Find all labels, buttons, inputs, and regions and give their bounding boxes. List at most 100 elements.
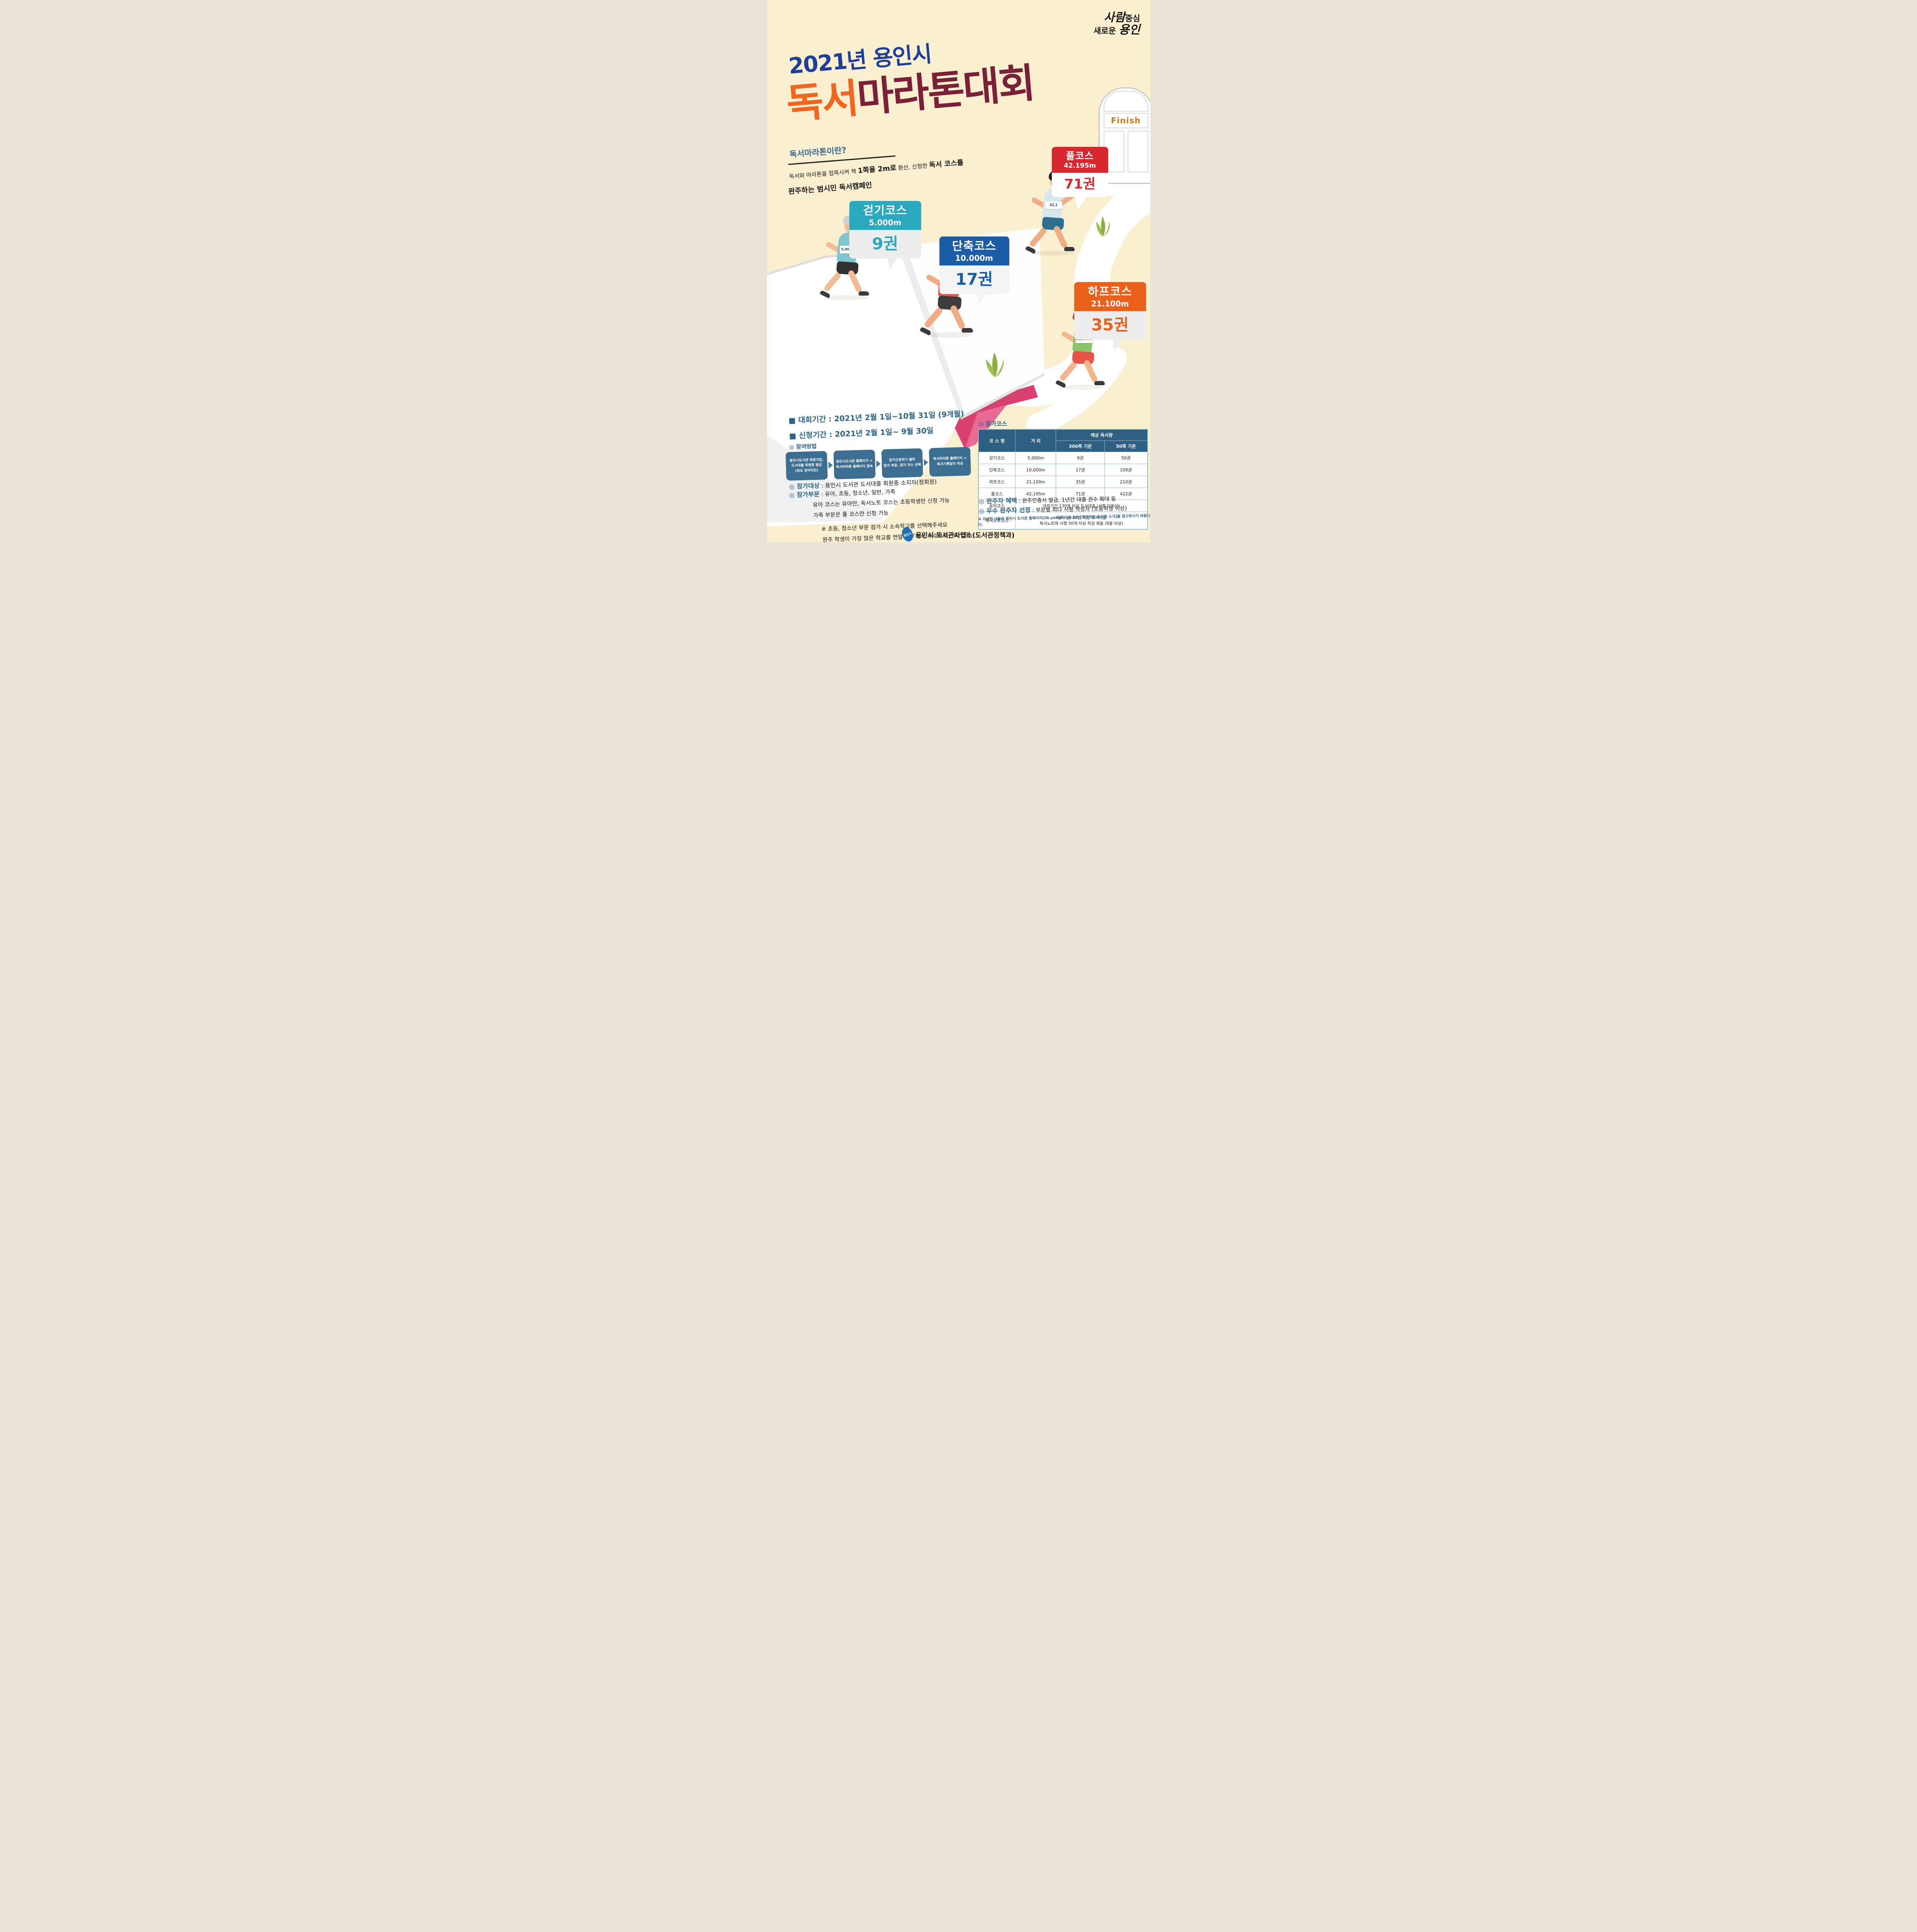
badge-distance: 10.000m bbox=[955, 253, 993, 263]
table-cell: 하프코스 bbox=[978, 476, 1016, 488]
runner-back-leg bbox=[1058, 361, 1078, 382]
best-label: ◎ 우수 완주자 선정 bbox=[978, 506, 1031, 515]
table-cell: 풀코스 bbox=[978, 488, 1016, 500]
note-course-line-2: 독서노트에 서평 50개 이상 작성 제출 (8줄 이상) bbox=[1039, 521, 1123, 526]
runner-back-leg bbox=[923, 306, 944, 329]
finish-label: Finish bbox=[1103, 113, 1148, 128]
course-table-heading: ◎ 참가코스 bbox=[978, 420, 1007, 427]
slogan-brush-yongin: 용인 bbox=[1119, 23, 1140, 37]
badge-header: 풀코스 42.195m bbox=[1051, 147, 1108, 173]
runner-shorts bbox=[1041, 217, 1064, 231]
badge-course-name: 단축코스 bbox=[952, 240, 997, 253]
step-1-line-3: (최초 참여자만) bbox=[795, 468, 818, 473]
badge-course-name: 풀코스 bbox=[1066, 150, 1094, 162]
step-4-line-2: 독서기록일지 작성 bbox=[937, 462, 963, 467]
runner-shadow bbox=[1060, 385, 1104, 390]
table-cell: 210권 bbox=[1104, 476, 1148, 488]
runner-shorts bbox=[937, 295, 962, 311]
table-cell: 9권 bbox=[1056, 452, 1105, 464]
step-4: 독서마라톤 홈페이지 > 독서기록일지 작성 bbox=[929, 447, 971, 477]
table-row: 하프코스 21,100m 35권 210권 bbox=[978, 476, 1148, 488]
badge-books-value: 17권 bbox=[955, 270, 993, 289]
note-course-line-1: 대회기간 80권 이상 도서대출 bbox=[1056, 515, 1107, 520]
bubble-tail bbox=[1112, 339, 1122, 351]
runner-bib: 42,1 bbox=[1045, 201, 1062, 209]
badge-book-count: 71권 bbox=[1051, 173, 1108, 210]
table-cell: 17권 bbox=[1056, 464, 1105, 476]
col-50p: 50쪽 기준 bbox=[1104, 440, 1148, 452]
division-text: : 유아, 초등, 청소년, 일반, 가족 bbox=[819, 489, 895, 498]
table-cell: 35권 bbox=[1056, 476, 1105, 488]
runner-shadow bbox=[1030, 251, 1074, 256]
step-arrow-icon bbox=[924, 459, 928, 466]
badge-distance: 42.195m bbox=[1063, 162, 1096, 170]
slogan-line-1: 사람중심 bbox=[1094, 12, 1140, 24]
badge-half-course: 하프코스 21.100m 35권 bbox=[1074, 282, 1146, 351]
col-distance: 거 리 bbox=[1015, 429, 1056, 452]
step-1: 용인시도서관 회원가입, 도서대출 회원증 발급 (최초 참여자만) bbox=[785, 451, 828, 481]
badge-books-value: 9권 bbox=[872, 234, 898, 253]
badge-book-count: 35권 bbox=[1074, 311, 1146, 351]
plant-sprig-bottom bbox=[985, 352, 1004, 377]
slogan-rest-2: 새로운 bbox=[1094, 26, 1119, 36]
runner-front-shoe bbox=[858, 291, 869, 296]
badge-course-name: 하프코스 bbox=[1088, 285, 1132, 299]
runner-front-shoe bbox=[961, 328, 973, 333]
participation-steps: 용인시도서관 회원가입, 도서대출 회원증 발급 (최초 참여자만) 용인시도서… bbox=[785, 447, 971, 481]
runner-shorts bbox=[1072, 351, 1094, 365]
course-table: 코 스 명 거 리 예상 독서량 300쪽 기준 50쪽 기준 걷기코스 5,0… bbox=[978, 429, 1148, 530]
plant-sprig-right bbox=[1096, 216, 1110, 236]
col-300p: 300쪽 기준 bbox=[1056, 440, 1105, 452]
door-arch-panel bbox=[1103, 91, 1148, 112]
badge-distance: 5.000m bbox=[869, 218, 902, 227]
slogan-rest-1: 중심 bbox=[1125, 14, 1140, 23]
table-cell: 걷기코스 bbox=[978, 452, 1016, 464]
runner-shadow bbox=[925, 332, 972, 338]
step-3: 참가신청하기 클릭 참가 부문, 참가 코스 선택 bbox=[881, 448, 923, 478]
table-cell: 71권 bbox=[1056, 488, 1105, 500]
table-cell: 50권 bbox=[1104, 452, 1148, 464]
runner-front-shoe bbox=[1064, 247, 1075, 251]
runner-shorts bbox=[836, 261, 859, 275]
step-2-line-2: 독서마라톤 홈페이지 접속 bbox=[836, 464, 873, 469]
runner-front-shoe bbox=[1094, 381, 1105, 385]
badge-book-count: 9권 bbox=[849, 230, 921, 270]
table-cell: 대회기간 130권 이상 도서대출 (서평 미작성) bbox=[1015, 500, 1148, 512]
step-arrow-icon bbox=[876, 460, 881, 468]
col-course-name: 코 스 명 bbox=[978, 429, 1016, 452]
step-arrow-icon bbox=[828, 461, 833, 469]
table-cell: 422권 bbox=[1104, 488, 1148, 500]
table-cell: 단축코스 bbox=[978, 464, 1016, 476]
title-word-reading: 독서 bbox=[784, 75, 859, 128]
table-cell: 대회기간 80권 이상 도서대출 독서노트에 서평 50개 이상 작성 제출 (… bbox=[1015, 512, 1148, 530]
table-cell: 42,195m bbox=[1015, 488, 1056, 500]
division-label: ◎ 참가부문 bbox=[789, 490, 820, 499]
footer: 용인시 용인시 도서관사업소(도서관정책과) bbox=[767, 526, 1150, 542]
badge-walk-course: 걷기코스 5.000m 9권 bbox=[849, 201, 921, 270]
runner-back-leg bbox=[823, 271, 842, 293]
badge-books-value: 71권 bbox=[1064, 177, 1095, 192]
city-slogan: 사람중심 새로운 용인 bbox=[1094, 12, 1140, 36]
badge-book-count: 17권 bbox=[939, 265, 1009, 305]
badge-header: 하프코스 21.100m bbox=[1074, 282, 1146, 311]
door-right-panel bbox=[1127, 131, 1148, 172]
footer-department: 용인시 도서관사업소(도서관정책과) bbox=[915, 531, 1015, 539]
badge-full-course: 풀코스 42.195m 71권 bbox=[1051, 147, 1108, 210]
poster: 사람중심 새로운 용인 2021년 용인시 독서마라톤대회 독서마라톤이란? 독… bbox=[767, 0, 1150, 542]
table-cell: 유아코스 bbox=[978, 500, 1016, 512]
step-2: 용인시도서관 홈페이지 > 독서마라톤 홈페이지 접속 bbox=[833, 449, 875, 480]
badge-distance: 21.100m bbox=[1091, 299, 1129, 308]
badge-short-course: 단축코스 10.000m 17권 bbox=[939, 236, 1009, 305]
bubble-tail bbox=[887, 258, 897, 270]
col-expected-reading: 예상 독서량 bbox=[1056, 429, 1148, 441]
table-row: 걷기코스 5,000m 9권 50권 bbox=[978, 452, 1148, 464]
table-cell: 10,000m bbox=[1015, 464, 1056, 476]
bubble-tail bbox=[976, 294, 986, 305]
table-cell: 5,000m bbox=[1015, 452, 1056, 464]
benefit-label: ◎ 완주자 혜택 bbox=[978, 497, 1017, 505]
badge-header: 걷기코스 5.000m bbox=[849, 201, 921, 230]
how-to-heading: ◎ 참여방법 bbox=[789, 443, 817, 451]
table-cell: 100권 bbox=[1104, 464, 1148, 476]
table-row: 풀코스 42,195m 71권 422권 bbox=[978, 488, 1148, 500]
yongin-city-logo: 용인시 bbox=[900, 526, 915, 542]
